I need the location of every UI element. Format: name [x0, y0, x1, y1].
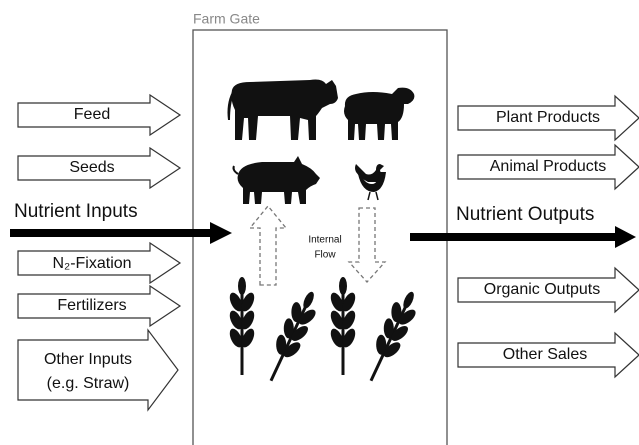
- nutrient-outputs-label: Nutrient Outputs: [456, 204, 594, 225]
- input-label: Feed: [74, 106, 110, 123]
- wheat-icon: [258, 286, 326, 387]
- output-label: Other Sales: [503, 346, 587, 363]
- internal-flow-label: Internal: [308, 235, 341, 246]
- input-label: Seeds: [69, 159, 114, 176]
- input-label: (e.g. Straw): [47, 375, 130, 392]
- input-label: Other Inputs: [44, 351, 132, 368]
- input-arrow: [18, 330, 178, 410]
- diagram: Farm Gate Feed Seeds N₂-Fixation Fertili…: [0, 0, 639, 445]
- wheat-icon: [358, 286, 426, 387]
- nutrient-outputs-arrow: [410, 226, 636, 248]
- output-label: Organic Outputs: [484, 281, 601, 298]
- wheat-icon: [227, 277, 257, 375]
- internal-flow-label: Flow: [314, 250, 336, 261]
- sheep-icon: [344, 88, 414, 140]
- output-label: Plant Products: [496, 109, 600, 126]
- farm-gate-label: Farm Gate: [193, 11, 260, 27]
- cow-icon: [228, 80, 339, 141]
- input-label: Fertilizers: [57, 297, 126, 314]
- internal-flow-down-arrow: [349, 208, 385, 282]
- input-label: N₂-Fixation: [52, 255, 131, 272]
- pig-icon: [234, 156, 321, 204]
- wheat-icon: [328, 277, 358, 375]
- nutrient-inputs-arrow: [10, 222, 232, 244]
- internal-flow-up-arrow: [250, 206, 286, 285]
- chicken-icon: [355, 164, 386, 200]
- nutrient-inputs-label: Nutrient Inputs: [14, 201, 138, 222]
- output-label: Animal Products: [490, 158, 607, 175]
